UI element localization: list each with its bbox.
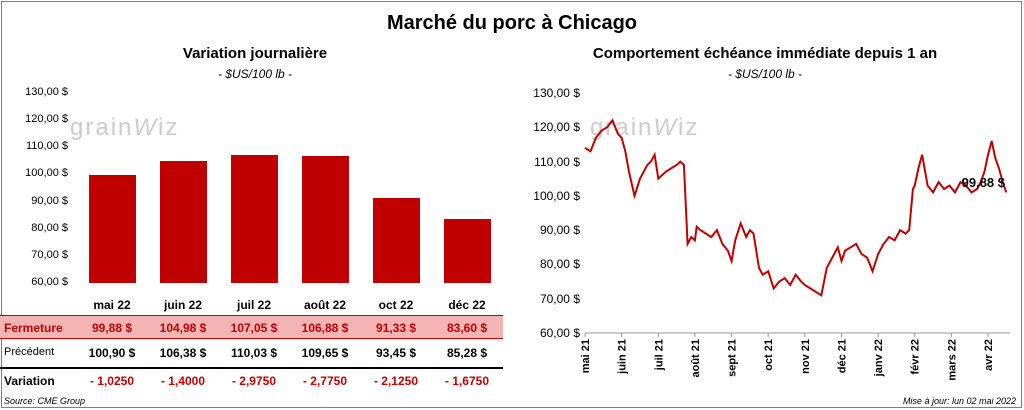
right-y-tick-label: 90,00 $ [539, 223, 580, 238]
x-tick-label: avr 22 [983, 339, 995, 371]
x-tick-label: déc 21 [836, 339, 848, 373]
left-chart-unit: - $US/100 lb - [217, 67, 293, 81]
left-y-tick-label: 130,00 $ [25, 86, 68, 98]
right-y-tick-label: 100,00 $ [533, 188, 580, 203]
close-value: 107,05 $ [230, 321, 278, 335]
close-value: 91,33 $ [375, 321, 417, 335]
variation-value: - 1,0250 [89, 374, 135, 388]
bar-déc-22 [443, 218, 491, 283]
x-tick-label: mai 21 [580, 339, 592, 373]
left-y-tick-label: 110,00 $ [25, 140, 68, 153]
previous-value: 106,38 $ [159, 346, 207, 360]
last-value-label: 99,88 $ [962, 175, 1006, 190]
previous-row: Précédent 100,90 $ 106,38 $ 110,03 $ 109,65… [0, 341, 503, 365]
close-value: 106,88 $ [301, 321, 349, 335]
bar-oct-22 [372, 197, 420, 283]
variation-row-label: Variation [4, 374, 55, 388]
x-tick-label: août 21 [690, 339, 702, 378]
category-label: août 22 [303, 298, 346, 312]
right-chart-title: Comportement échéance immédiate depuis 1… [592, 45, 938, 62]
previous-value: 110,03 $ [230, 346, 278, 360]
right-y-tick-label: 110,00 $ [534, 154, 580, 169]
close-value: 104,98 $ [159, 321, 207, 335]
variation-value: - 1,6750 [444, 374, 490, 388]
left-y-tick-label: 80,00 $ [31, 221, 68, 234]
x-tick-label: oct 21 [763, 339, 775, 371]
variation-row: Variation - 1,0250 - 1,4000 - 2,9750 - 2,77… [0, 367, 503, 391]
right-chart-unit: - $US/100 lb - [727, 67, 803, 81]
previous-value: 85,28 $ [446, 346, 488, 360]
main-title: Marché du porc à Chicago [386, 12, 638, 34]
variation-value: - 2,9750 [231, 374, 277, 388]
category-label: juin 22 [163, 298, 202, 312]
previous-value: 100,90 $ [88, 346, 136, 360]
category-label: juil 22 [236, 298, 271, 312]
left-y-tick-label: 70,00 $ [31, 248, 68, 261]
x-tick-label: janv 22 [873, 339, 885, 377]
bar-mai-22 [88, 174, 136, 283]
x-tick-label: févr 22 [910, 339, 922, 374]
update-date: Mise à jour: lun 02 mai 2022 [902, 396, 1016, 406]
left-y-tick-label: 90,00 $ [31, 194, 68, 207]
x-tick-label: mars 22 [946, 339, 958, 381]
category-label: mai 22 [93, 298, 131, 312]
bar-août-22 [301, 155, 349, 283]
right-y-tick-label: 120,00 $ [533, 120, 580, 135]
right-y-tick-label: 130,00 $ [533, 86, 580, 100]
x-tick-label: sept 21 [727, 339, 739, 377]
previous-value: 109,65 $ [301, 346, 349, 360]
variation-value: - 2,7750 [302, 374, 348, 388]
variation-value: - 2,1250 [373, 374, 419, 388]
left-y-tick-label: 60,00 $ [31, 276, 68, 288]
left-watermark-logo: grainWiz [70, 114, 180, 141]
left-y-tick-label: 120,00 $ [25, 113, 68, 126]
x-tick-label: juin 21 [617, 339, 629, 375]
right-y-tick-label: 80,00 $ [539, 257, 580, 272]
source-note: Source: CME Group [4, 396, 86, 406]
right-watermark-logo: grainWiz [590, 114, 700, 141]
x-tick-label: nov 21 [800, 339, 812, 374]
previous-row-label: Précédent [4, 346, 55, 358]
previous-value: 93,45 $ [375, 346, 417, 360]
right-y-tick-label: 70,00 $ [539, 291, 580, 306]
category-label: oct 22 [378, 298, 414, 312]
close-value: 83,60 $ [446, 321, 488, 335]
close-value: 99,88 $ [91, 321, 133, 335]
right-y-tick-label: 60,00 $ [539, 326, 580, 340]
variation-value: - 1,4000 [160, 374, 206, 388]
price-series-line [584, 118, 1008, 297]
close-row: Fermeture 99,88 $ 104,98 $ 107,05 $ 106,88 … [0, 315, 503, 339]
left-chart-title: Variation journalière [182, 45, 328, 62]
close-row-label: Fermeture [4, 321, 63, 335]
bar-juin-22 [159, 160, 207, 283]
bar-juil-22 [230, 155, 278, 283]
left-y-tick-label: 100,00 $ [25, 167, 68, 180]
category-label: déc 22 [448, 298, 486, 312]
x-tick-label: juil 21 [653, 339, 665, 371]
